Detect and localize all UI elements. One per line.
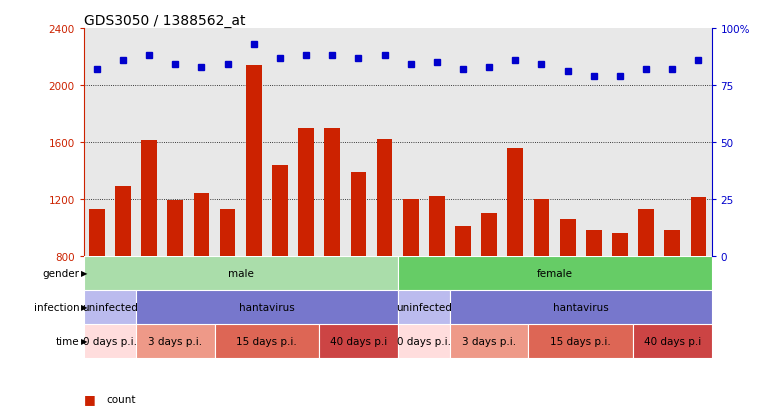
Text: ▶: ▶ [81,336,88,345]
Bar [664,230,680,256]
Bar [167,201,183,256]
Bar [324,128,340,256]
Bar [450,324,528,358]
Bar [691,198,706,256]
Bar [560,219,575,256]
Text: infection: infection [33,302,79,312]
Text: ▶: ▶ [81,302,88,311]
Text: female: female [537,268,572,278]
Text: 15 days p.i.: 15 days p.i. [550,336,611,346]
Bar [397,324,450,358]
Bar [481,214,497,256]
Text: hantavirus: hantavirus [552,302,609,312]
Text: male: male [228,268,253,278]
Bar [215,324,319,358]
Bar [193,194,209,256]
Bar [403,199,419,256]
Text: ■: ■ [84,392,95,406]
Bar [397,256,712,290]
Bar [528,324,633,358]
Text: gender: gender [42,268,79,278]
Text: 3 days p.i.: 3 days p.i. [462,336,516,346]
Bar [429,197,444,256]
Bar [586,230,602,256]
Bar [220,209,235,256]
Text: 15 days p.i.: 15 days p.i. [237,336,298,346]
Text: 40 days p.i: 40 days p.i [644,336,701,346]
Bar [272,165,288,256]
Bar [377,140,393,256]
Bar [142,141,157,256]
Bar [89,209,104,256]
Bar [351,172,366,256]
Text: 0 days p.i.: 0 days p.i. [83,336,137,346]
Bar [638,209,654,256]
Text: 40 days p.i: 40 days p.i [330,336,387,346]
Bar [397,290,450,324]
Text: uninfected: uninfected [396,302,452,312]
Bar [450,290,712,324]
Bar [115,187,131,256]
Text: GDS3050 / 1388562_at: GDS3050 / 1388562_at [84,14,245,28]
Text: uninfected: uninfected [82,302,138,312]
Text: 3 days p.i.: 3 days p.i. [148,336,202,346]
Text: 0 days p.i.: 0 days p.i. [396,336,451,346]
Bar [508,148,524,256]
Text: count: count [107,394,136,404]
Text: ▶: ▶ [81,268,88,278]
Bar [84,290,136,324]
Text: time: time [56,336,79,346]
Bar [246,66,262,256]
Text: hantavirus: hantavirus [239,302,295,312]
Bar [84,324,136,358]
Bar [84,256,397,290]
Bar [612,233,628,256]
Bar [136,290,397,324]
Bar [298,128,314,256]
Bar [136,324,215,358]
Bar [319,324,398,358]
Bar [455,226,471,256]
Bar [633,324,712,358]
Bar [533,199,549,256]
